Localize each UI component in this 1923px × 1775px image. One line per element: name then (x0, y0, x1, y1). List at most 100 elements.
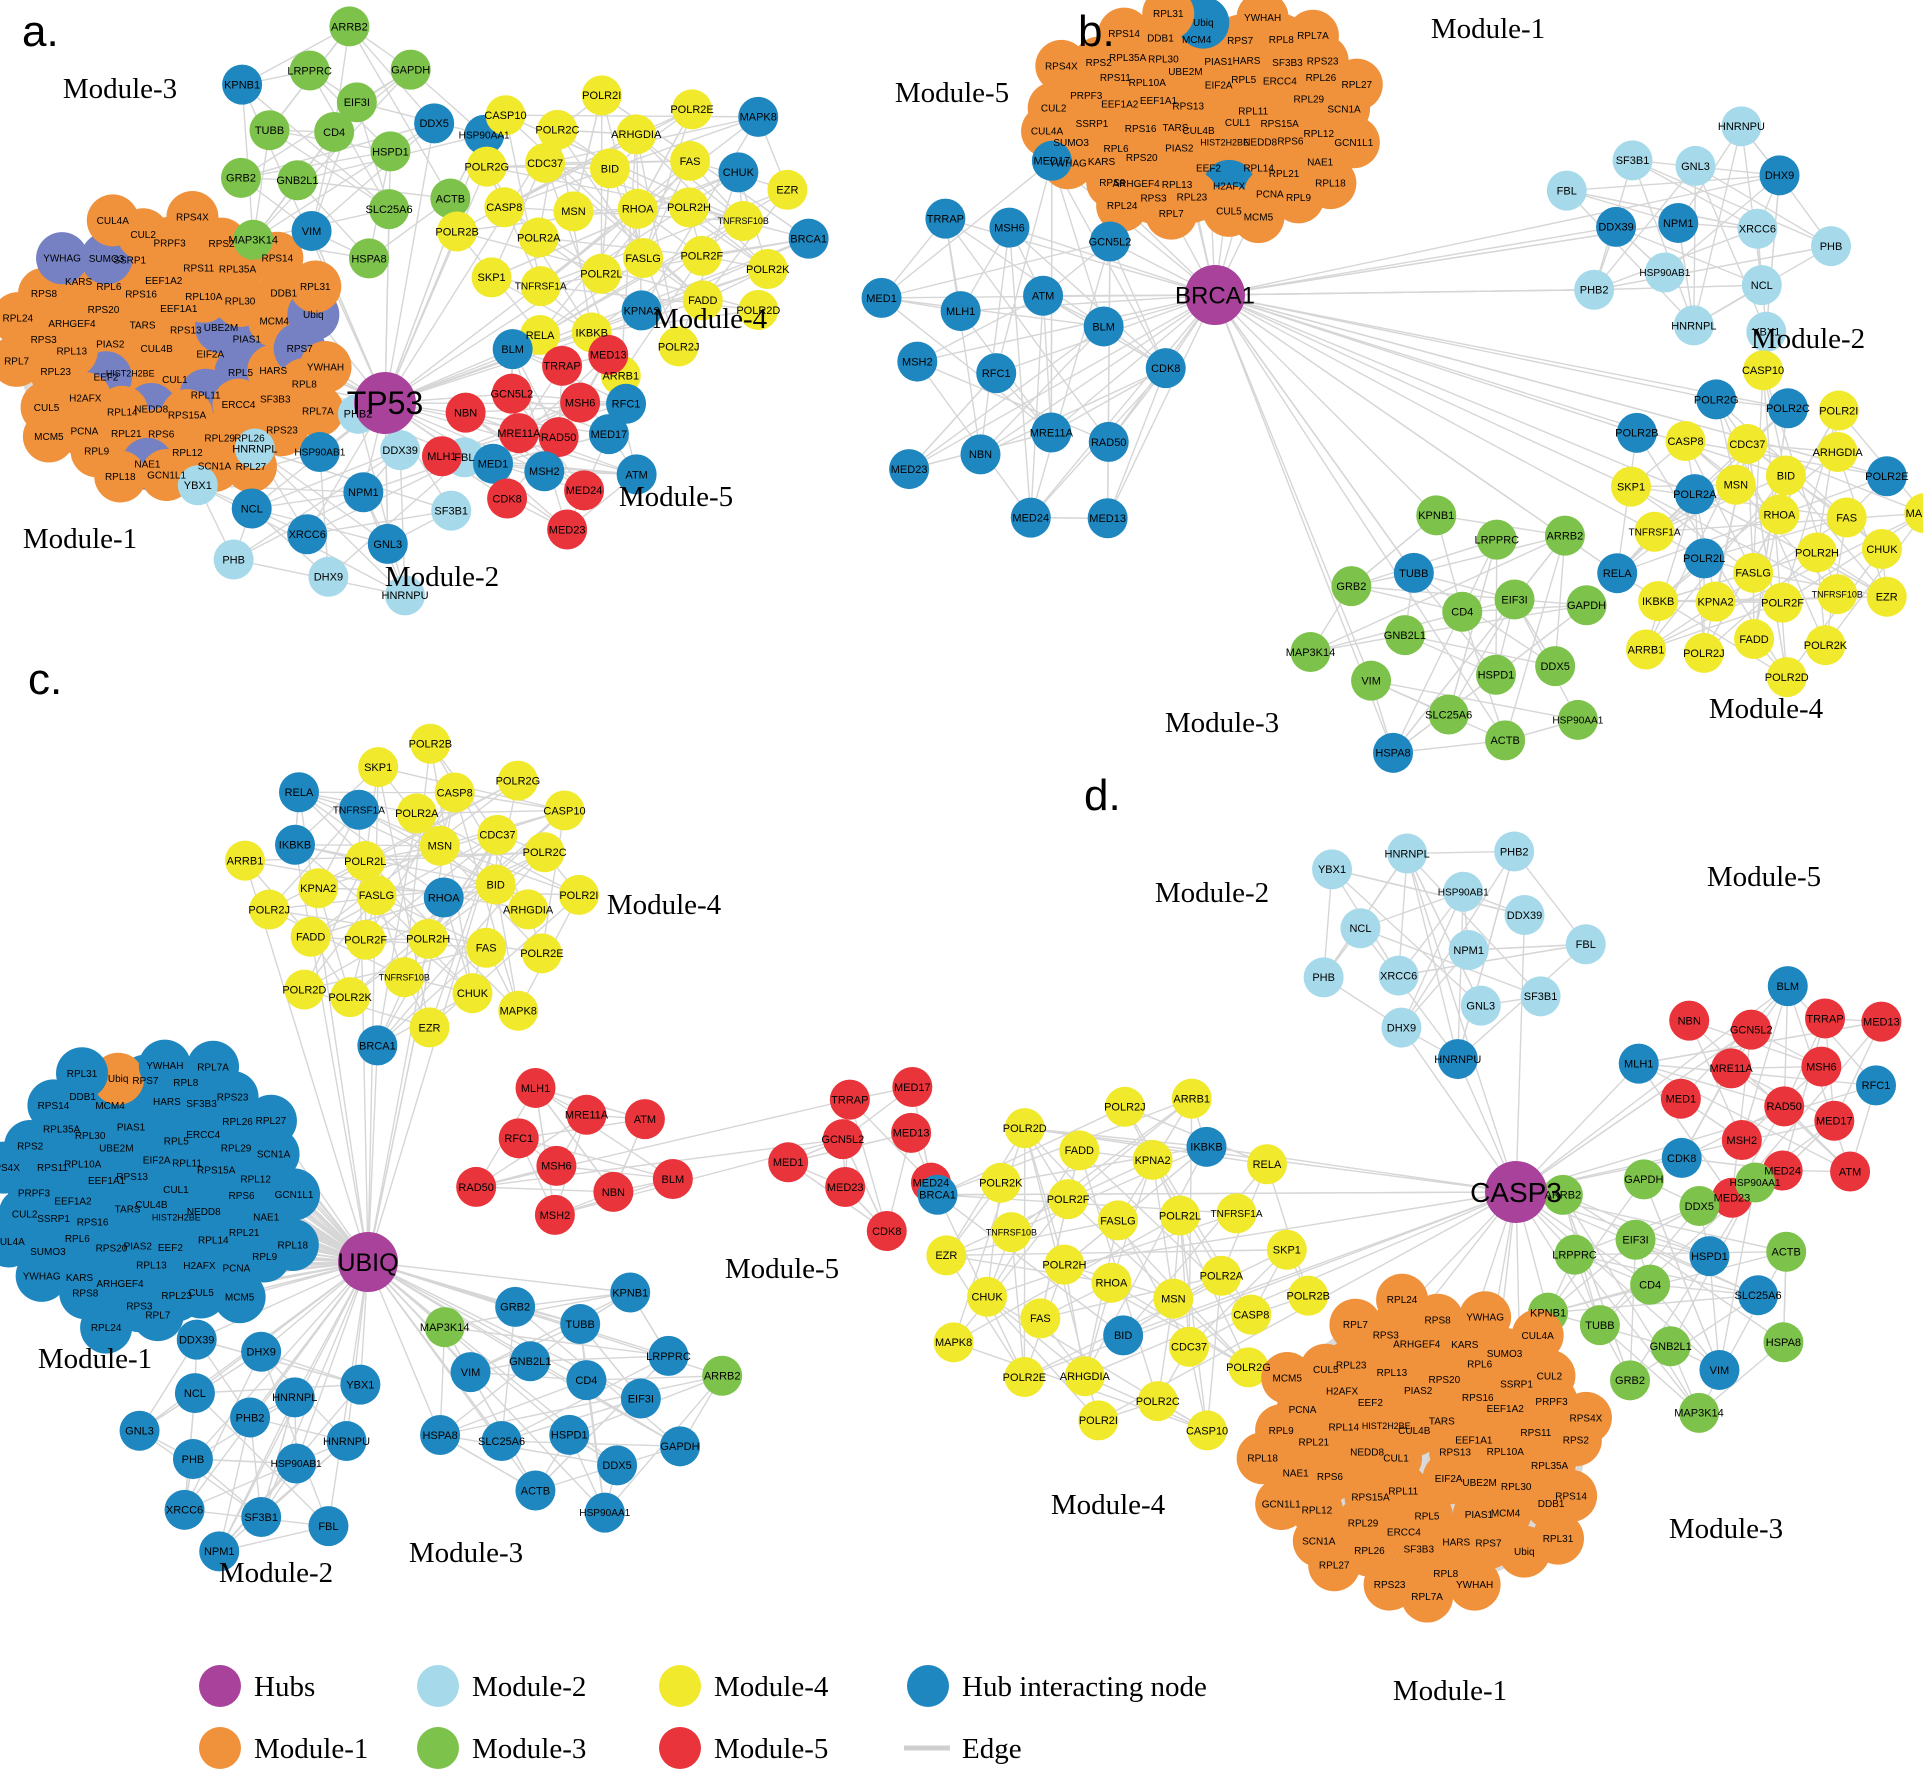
node-RFC1 (498, 1118, 539, 1159)
node-label: HIST2H2BE (1362, 1421, 1411, 1431)
node-label: BID (487, 879, 505, 891)
node-HSP90AB1 (1443, 871, 1484, 912)
node-FADD (1734, 619, 1775, 660)
node-MED23 (825, 1167, 866, 1208)
node-label: CDK8 (872, 1226, 901, 1238)
edge (310, 834, 498, 938)
node-label: H2AFX (1326, 1386, 1359, 1397)
node-HNRNPL (274, 1377, 315, 1418)
node-label: RPS6 (1277, 137, 1304, 148)
node-label: CHUK (971, 1292, 1003, 1304)
node-CHUK (967, 1276, 1008, 1317)
hub-edge (1214, 294, 1506, 741)
node-label: RPS20 (96, 1244, 128, 1255)
edge (1747, 443, 1923, 514)
legend-label: Hub interacting node (962, 1671, 1207, 1703)
node-LRPPRC (1476, 519, 1517, 560)
node-CDK8 (487, 478, 528, 519)
node-label: BID (1777, 470, 1795, 482)
node-label: KARS (66, 1273, 94, 1284)
node-label: POLR2I (1819, 405, 1858, 417)
node-label: CASP10 (1742, 365, 1784, 377)
node-label: Ubiq (303, 310, 324, 321)
node-CUL4A (86, 194, 139, 247)
edge (1370, 679, 1579, 721)
node-label: ARRB1 (602, 370, 639, 382)
node-label: MAP3K14 (228, 235, 278, 247)
node-label: FADD (1065, 1145, 1094, 1157)
node-label: ERCC4 (1387, 1528, 1421, 1539)
node-label: CASP10 (1186, 1425, 1228, 1437)
node-label: NAE1 (1283, 1468, 1310, 1479)
node-label: PIAS2 (124, 1241, 153, 1252)
node-label: ARHGEF4 (96, 1279, 144, 1290)
node-label: GNB2L1 (1384, 630, 1426, 642)
node-label: RPL18 (105, 472, 136, 483)
edge (294, 844, 496, 886)
node-HSP90AA1 (584, 1492, 625, 1533)
nodes-layer (0, 0, 1923, 1623)
hub-label: TP53 (347, 385, 423, 421)
edge (444, 1326, 537, 1491)
node-label: YWHAH (1244, 13, 1281, 24)
node-label: MSN (1724, 480, 1749, 492)
hub-edge (1214, 294, 1415, 574)
node-HNRNPU (385, 575, 426, 616)
edge (348, 26, 452, 199)
node-MLH1 (940, 291, 981, 332)
node-label: RPL23 (40, 367, 71, 378)
node-label: EIF2A (143, 1155, 171, 1166)
node-TNFRSF10B (1817, 574, 1858, 615)
node-label: PRPF3 (1535, 1397, 1568, 1408)
node-label: RPS14 (1108, 29, 1140, 40)
edge (881, 297, 1104, 328)
node-label: RPS8 (31, 289, 58, 300)
node-HSPA8 (348, 238, 389, 279)
node-label: RPL12 (240, 1175, 271, 1186)
node-label: POLR2G (1226, 1362, 1271, 1374)
node-NPM1 (343, 472, 384, 513)
node-CUL4A (1511, 1309, 1564, 1362)
edge (1179, 1215, 1208, 1431)
node-TRRAP (542, 345, 583, 386)
edge (365, 792, 456, 941)
node-label: Ubiq (108, 1074, 129, 1085)
edge (881, 297, 1052, 434)
node-label: NBN (1678, 1015, 1701, 1027)
node-GNL3 (119, 1410, 160, 1451)
edge (269, 129, 390, 210)
hub-edge (384, 129, 559, 404)
node-label: POLR2J (1104, 1102, 1146, 1114)
edge (530, 1355, 669, 1362)
node-label: RPL14 (1328, 1423, 1359, 1434)
node-EZR (409, 1007, 450, 1048)
edge (946, 1249, 1287, 1257)
node-label: RPS14 (38, 1101, 70, 1112)
node-FADD (1059, 1130, 1100, 1171)
node-label: RAD50 (1091, 437, 1126, 449)
node-POLR2C (537, 109, 578, 150)
node-CDC37 (525, 142, 566, 183)
node-label: RPS3 (1140, 193, 1167, 204)
node-TUBB (1579, 1305, 1620, 1346)
edge (218, 1440, 348, 1552)
node-POLR2A (396, 793, 437, 834)
node-label: VIM (1710, 1365, 1730, 1377)
node-label: TARS (130, 321, 156, 332)
node-DDX39 (1504, 894, 1545, 935)
node-label: CUL2 (130, 230, 156, 241)
node-label: RPS7 (1227, 36, 1254, 47)
node-RELA (1246, 1144, 1287, 1185)
module-label: Module-3 (63, 73, 177, 105)
node-label: HIST2H2BE (1200, 137, 1249, 147)
node-label: MED24 (1012, 513, 1049, 525)
node-HSP90AB1 (1644, 252, 1685, 293)
node-label: MCM5 (1244, 213, 1274, 224)
node-RPL18 (266, 1218, 319, 1271)
node-label: NPM1 (1663, 218, 1694, 230)
node-MSH2 (534, 1194, 575, 1235)
node-label: CDK8 (492, 493, 521, 505)
node-label: PIAS1 (233, 334, 262, 345)
node-POLR2H (669, 187, 710, 228)
node-POLR2L (1160, 1195, 1201, 1236)
